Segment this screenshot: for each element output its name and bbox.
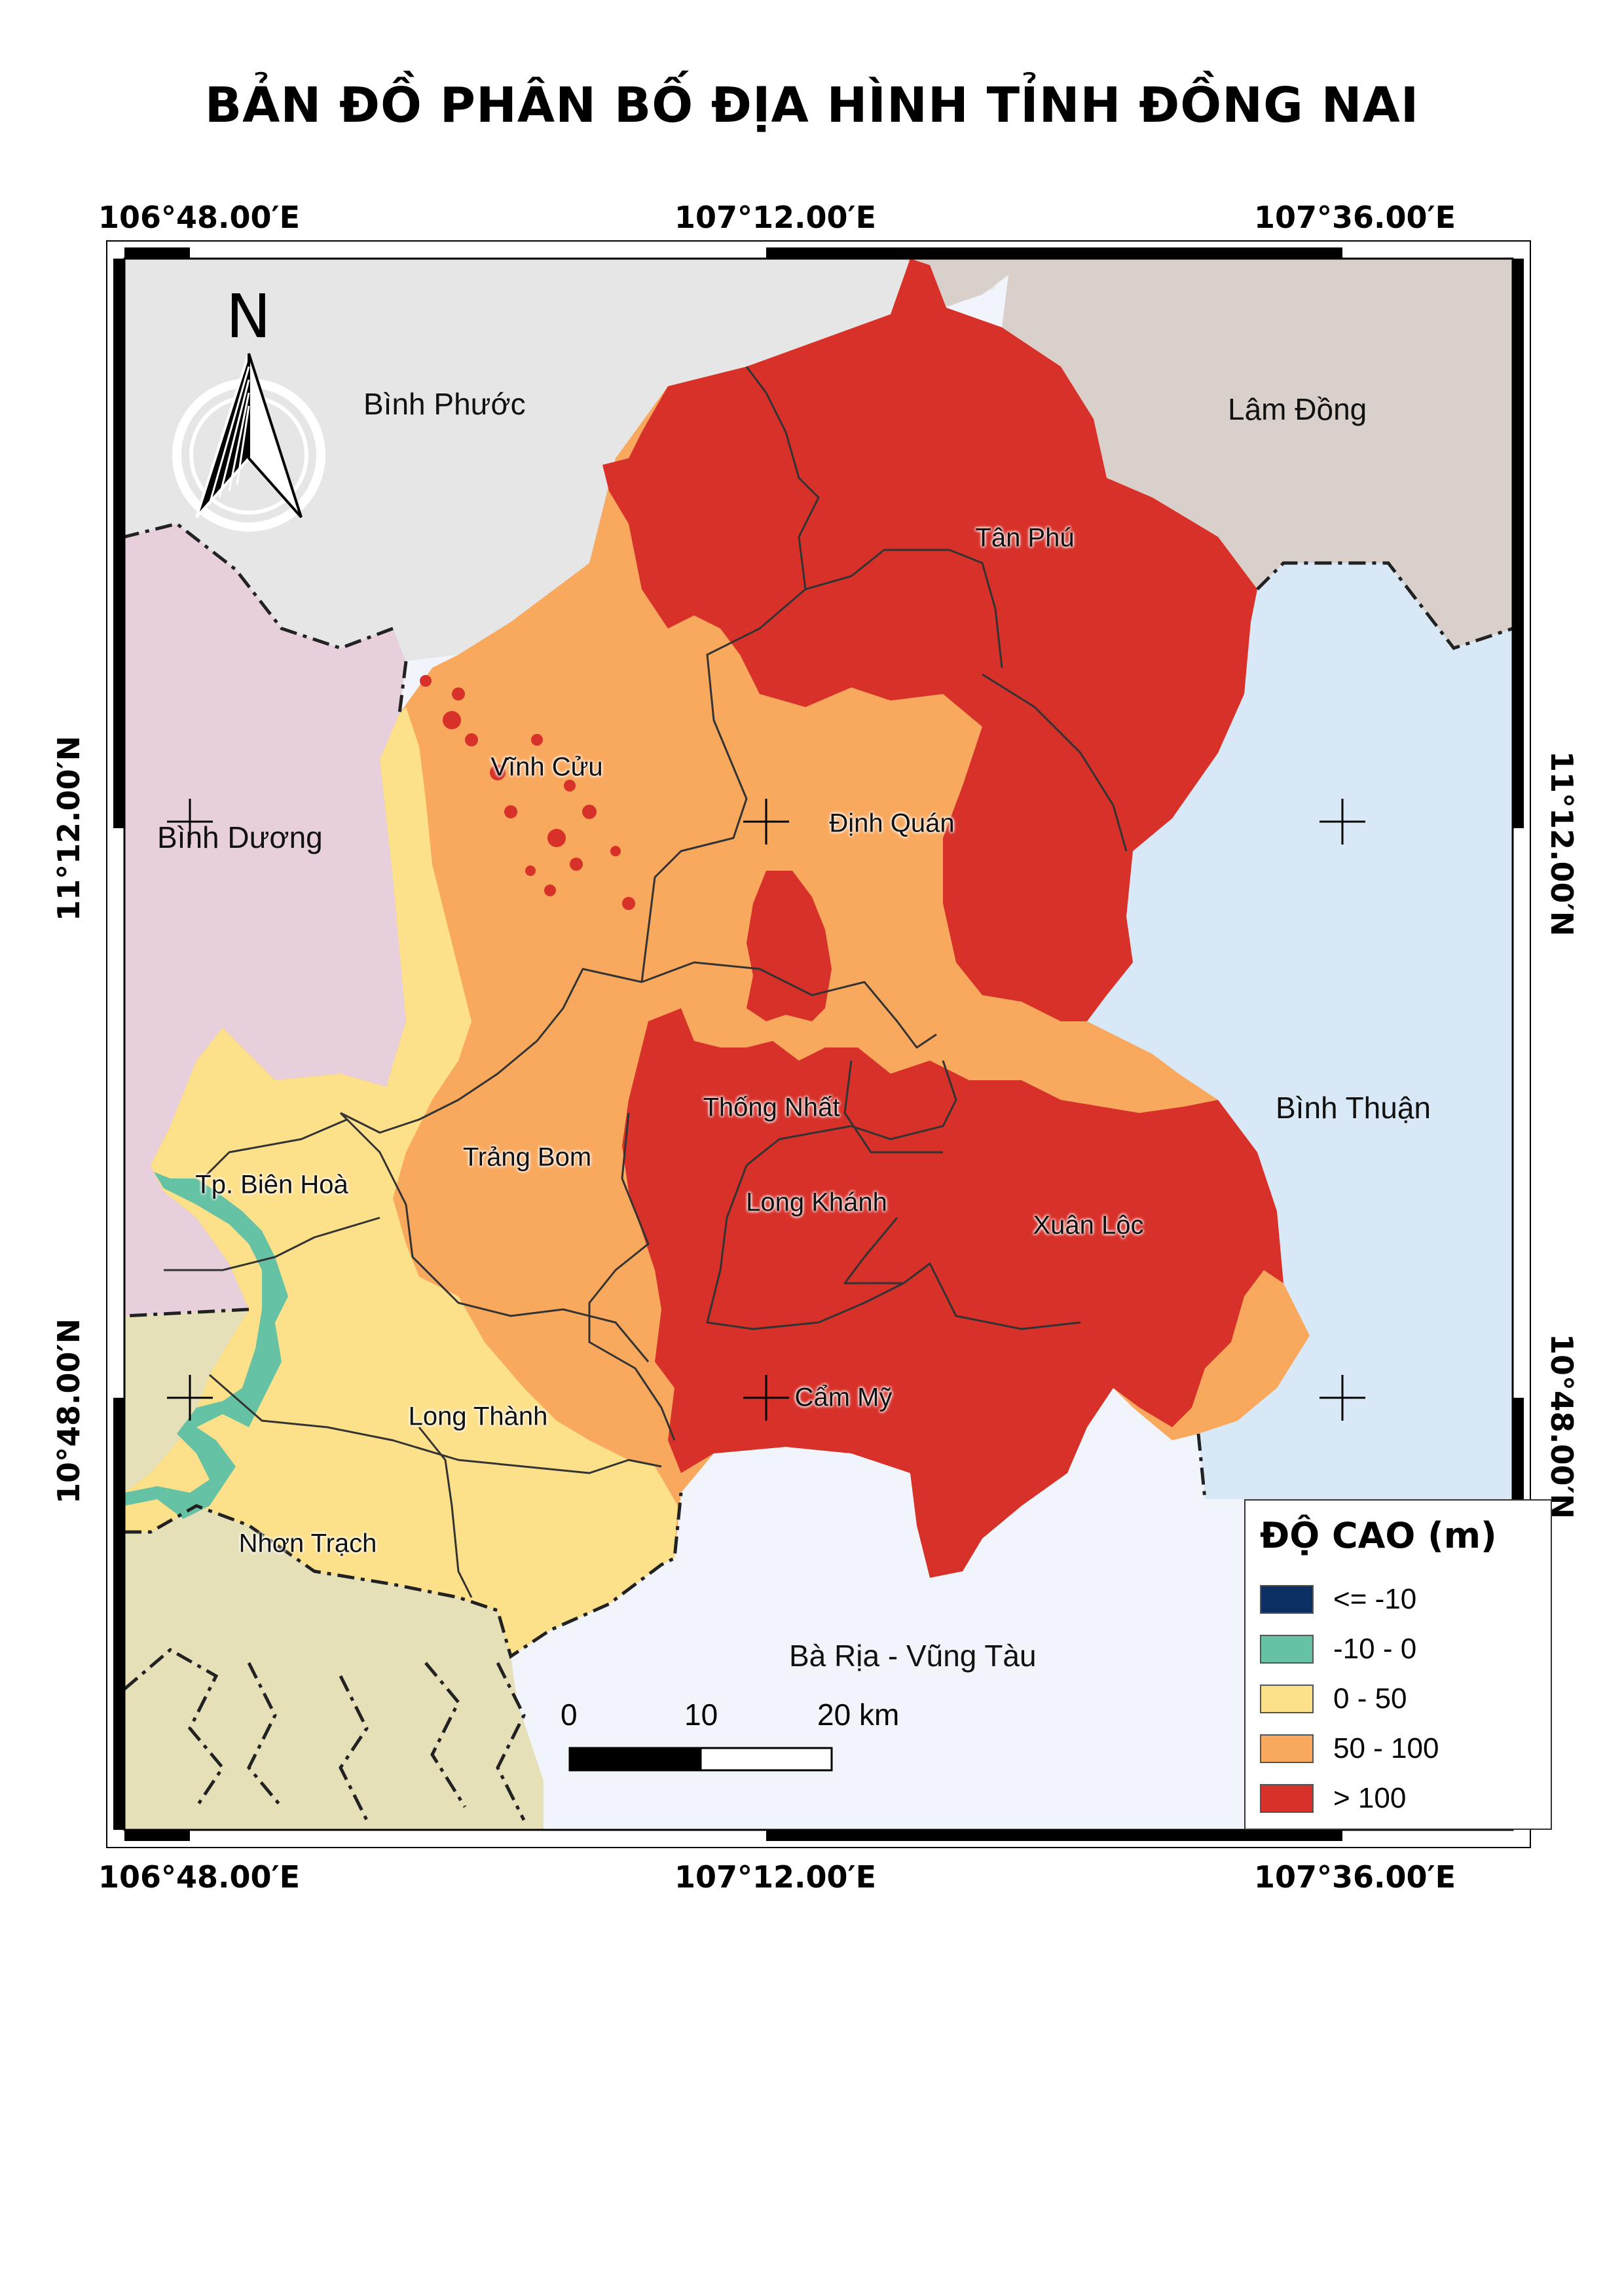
label-long-khanh: Long Khánh [746, 1188, 887, 1217]
label-binh-phuoc: Bình Phước [363, 387, 526, 421]
legend-item: 50 - 100 [1260, 1730, 1439, 1767]
label-binh-duong: Bình Dương [157, 820, 323, 854]
north-label: N [226, 282, 271, 352]
scale-bar [568, 1747, 833, 1772]
label-dinh-quan: Định Quán [829, 809, 955, 838]
label-long-thanh: Long Thành [408, 1402, 548, 1431]
legend: ĐỘ CAO (m) <= -10 -10 - 0 0 - 50 50 - 10… [1244, 1499, 1552, 1830]
legend-label: 50 - 100 [1333, 1732, 1439, 1764]
region-binh-thuan [1087, 563, 1513, 1499]
lon-label-bottom-1: 106°48.00′E [98, 1859, 301, 1895]
label-lam-dong: Lâm Đồng [1228, 392, 1367, 426]
region-lam-dong [907, 259, 1513, 648]
graticule-crosses [167, 799, 1365, 1421]
scale-label-0: 0 [561, 1698, 578, 1732]
legend-swatch [1260, 1585, 1314, 1614]
legend-item: 0 - 50 [1260, 1681, 1407, 1717]
legend-label: 0 - 50 [1333, 1683, 1407, 1715]
region-binh-phuoc [124, 259, 995, 661]
district-boundaries [164, 366, 1128, 1598]
legend-swatch [1260, 1635, 1314, 1664]
legend-label: -10 - 0 [1333, 1633, 1417, 1665]
label-ba-ria: Bà Rịa - Vũng Tàu [789, 1639, 1037, 1673]
label-bien-hoa: Tp. Biên Hoà [195, 1170, 348, 1199]
elev-high-north [602, 259, 1257, 1021]
river [124, 1172, 288, 1519]
legend-swatch [1260, 1784, 1314, 1813]
elev-high-speckles [420, 675, 635, 910]
lon-label-bottom-3: 107°36.00′E [1254, 1859, 1456, 1895]
legend-item: -10 - 0 [1260, 1631, 1416, 1667]
label-tan-phu: Tân Phú [975, 523, 1075, 553]
label-xuan-loc: Xuân Lộc [1033, 1211, 1144, 1240]
lon-label-bottom-2: 107°12.00′E [674, 1859, 877, 1895]
province-boundaries [123, 522, 1513, 1821]
elev-high-south [622, 1008, 1283, 1578]
label-thong-nhat: Thống Nhất [703, 1093, 840, 1122]
legend-swatch [1260, 1734, 1314, 1763]
elev-0-50 [124, 707, 678, 1656]
elev-high-center [747, 871, 832, 1021]
lon-label-top-3: 107°36.00′E [1254, 200, 1456, 235]
scale-label-10: 10 [684, 1698, 718, 1732]
legend-swatch [1260, 1685, 1314, 1713]
lon-label-top-1: 106°48.00′E [98, 200, 301, 235]
legend-item: > 100 [1260, 1780, 1406, 1817]
label-vinh-cuu: Vĩnh Cửu [490, 752, 603, 782]
map-title: BẢN ĐỒ PHÂN BỐ ĐỊA HÌNH TỈNH ĐỒNG NAI [204, 77, 1420, 134]
label-cam-my: Cẩm Mỹ [794, 1383, 893, 1412]
label-trang-bom: Trảng Bom [462, 1142, 592, 1172]
legend-title: ĐỘ CAO (m) [1260, 1515, 1497, 1556]
north-arrow [172, 353, 325, 532]
legend-label: > 100 [1333, 1782, 1407, 1814]
legend-item: <= -10 [1260, 1581, 1416, 1618]
label-nhon-trach: Nhơn Trạch [238, 1529, 377, 1558]
scale-label-20: 20 km [817, 1698, 900, 1732]
label-binh-thuan: Bình Thuận [1276, 1091, 1431, 1125]
legend-label: <= -10 [1333, 1583, 1417, 1615]
lon-label-top-2: 107°12.00′E [674, 200, 877, 235]
